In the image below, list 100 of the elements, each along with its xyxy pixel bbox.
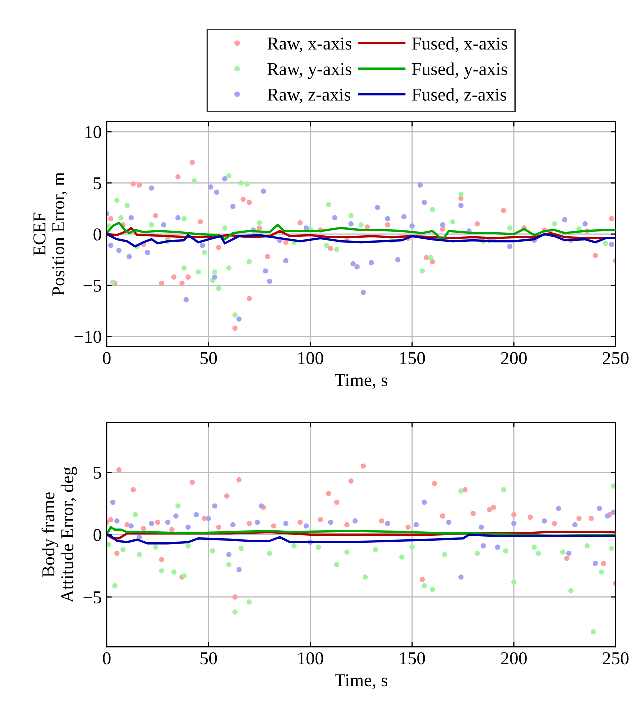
point: [328, 246, 334, 252]
point: [316, 544, 322, 550]
point: [149, 186, 154, 191]
point: [161, 222, 167, 228]
point: [108, 243, 114, 248]
point: [318, 517, 324, 523]
y-axis-title: Body frame Attitude Error, deg: [42, 467, 78, 603]
point: [232, 312, 238, 318]
point: [512, 521, 517, 526]
point: [428, 255, 434, 260]
point: [186, 274, 192, 280]
point: [582, 222, 588, 227]
point: [572, 522, 578, 528]
point: [284, 521, 289, 526]
point: [332, 215, 338, 221]
point: [132, 512, 138, 518]
point: [432, 481, 438, 486]
y-axis-title: ECEF Position Error, m: [34, 172, 68, 296]
x-tick-label: 150: [400, 652, 426, 665]
point: [128, 524, 134, 529]
point: [136, 534, 142, 540]
x-tick-label: 150: [400, 352, 426, 364]
point: [609, 216, 614, 222]
point: [470, 511, 476, 516]
point: [261, 188, 266, 194]
point: [216, 286, 222, 292]
point: [246, 259, 252, 265]
point: [176, 504, 181, 509]
point: [430, 259, 436, 265]
point: [222, 226, 228, 231]
x-tick-label: 200: [501, 652, 527, 665]
point: [562, 217, 568, 223]
point: [232, 610, 238, 615]
point: [358, 222, 364, 228]
point: [263, 268, 268, 274]
point: [226, 552, 232, 558]
point: [149, 521, 154, 526]
point: [385, 216, 391, 222]
point: [375, 205, 380, 210]
point: [568, 588, 574, 594]
point: [198, 219, 204, 225]
point: [458, 488, 464, 494]
point: [326, 202, 332, 208]
point: [159, 280, 165, 286]
point: [478, 524, 484, 530]
point: [446, 520, 452, 526]
point: [116, 467, 122, 473]
point: [385, 521, 391, 526]
point: [226, 173, 232, 179]
point: [159, 568, 165, 574]
point: [350, 261, 356, 267]
point: [210, 548, 216, 554]
point: [118, 215, 124, 221]
point: [414, 522, 420, 528]
point: [556, 506, 562, 512]
point: [176, 174, 181, 180]
point: [216, 245, 222, 250]
point: [536, 551, 542, 556]
point: [298, 520, 303, 526]
point: [400, 554, 405, 560]
point: [379, 518, 384, 524]
point: [208, 184, 214, 190]
point: [597, 506, 602, 512]
point: [110, 280, 116, 286]
point: [174, 514, 179, 519]
point: [528, 514, 534, 520]
point: [196, 270, 202, 275]
point: [246, 600, 252, 605]
point: [240, 196, 246, 202]
point: [172, 274, 177, 280]
point: [182, 266, 187, 271]
legend-label: Fused, x-axis: [412, 37, 508, 52]
point: [153, 544, 158, 550]
point: [165, 520, 171, 526]
x-tick-label: 0: [103, 352, 111, 364]
point: [369, 260, 374, 266]
point: [206, 516, 212, 522]
x-tick-label: 250: [603, 352, 629, 364]
point: [184, 297, 189, 302]
y-tick-label: 0: [94, 228, 102, 241]
point: [190, 160, 196, 166]
x-axis-title: Time, s: [335, 374, 388, 390]
point: [176, 215, 181, 221]
line-series: [106, 222, 616, 242]
point: [222, 176, 228, 182]
point: [344, 522, 350, 528]
point: [149, 222, 154, 228]
point: [576, 516, 582, 522]
point: [226, 562, 232, 568]
point: [592, 253, 598, 258]
point: [584, 544, 590, 549]
point: [458, 203, 464, 208]
point: [552, 222, 558, 227]
point: [292, 544, 297, 549]
point: [491, 504, 496, 510]
point: [385, 222, 391, 228]
point: [284, 240, 289, 246]
x-tick-label: 50: [200, 652, 218, 665]
point: [108, 517, 114, 523]
point: [114, 551, 120, 556]
